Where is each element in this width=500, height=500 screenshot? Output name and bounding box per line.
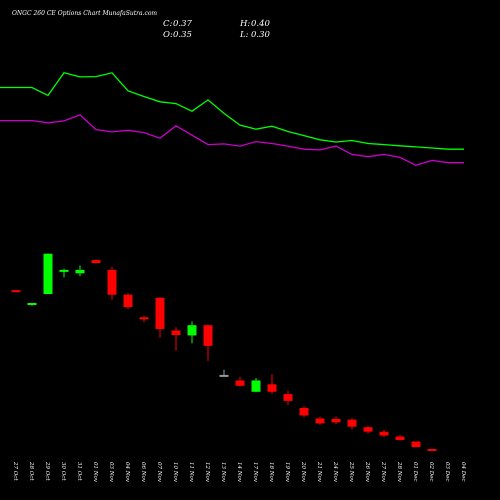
date-label: 27 Oct xyxy=(12,461,18,481)
date-label: 29 Oct xyxy=(44,461,50,481)
candle xyxy=(267,374,277,395)
low-value: 0.30 xyxy=(251,30,271,40)
date-label: 02 Dec xyxy=(428,462,434,482)
candle-body xyxy=(411,441,421,448)
candle xyxy=(123,293,133,309)
indicator-line-1 xyxy=(0,72,464,150)
date-label: 04 Dec xyxy=(460,462,466,482)
date-label: 03 Dec xyxy=(444,462,450,482)
date-label: 06 Nov xyxy=(140,462,146,483)
candle xyxy=(107,266,117,300)
candle xyxy=(347,418,357,430)
candle xyxy=(251,377,261,393)
candle xyxy=(43,253,53,294)
date-label: 04 Nov xyxy=(124,462,130,483)
date-label: 14 Nov xyxy=(236,462,242,483)
candle-body xyxy=(203,325,213,346)
candle-body xyxy=(331,418,341,423)
indicator-lines xyxy=(0,72,464,166)
date-label: 07 Nov xyxy=(156,462,162,483)
candle xyxy=(155,297,165,338)
candle xyxy=(171,327,181,351)
candle-body xyxy=(379,431,389,436)
date-axis: 27 Oct 28 Oct 29 Oct 30 Oct 31 Oct 01 Nov 03 N… xyxy=(12,461,466,483)
candle-body xyxy=(11,290,21,293)
open-label: O: xyxy=(163,30,173,40)
date-label: 01 Nov xyxy=(92,462,98,483)
candle xyxy=(363,426,373,434)
candle xyxy=(299,406,309,418)
candle-body xyxy=(251,380,261,392)
candle xyxy=(139,315,149,323)
candle-body xyxy=(107,269,117,295)
candle-body xyxy=(235,380,245,386)
candle-body xyxy=(283,394,293,401)
candle-body xyxy=(267,384,277,392)
candle-body xyxy=(363,427,373,432)
candle-body xyxy=(27,303,37,305)
low-label: L: xyxy=(239,30,249,40)
candle-body xyxy=(315,418,325,424)
date-label: 10 Nov xyxy=(172,462,178,483)
candle-body xyxy=(155,297,165,329)
candle xyxy=(411,441,421,448)
candle xyxy=(91,260,101,264)
date-label: 28 Nov xyxy=(396,461,402,483)
candle-body xyxy=(59,269,69,272)
date-label: 12 Nov xyxy=(204,462,210,483)
candle-body xyxy=(91,260,101,264)
date-label: 13 Nov xyxy=(220,462,226,483)
candle-body xyxy=(139,317,149,320)
candle xyxy=(27,303,37,306)
date-label: 11 Nov xyxy=(188,462,194,483)
date-label: 28 Oct xyxy=(28,461,34,481)
candle xyxy=(379,429,389,438)
candle-body xyxy=(43,253,53,294)
date-label: 24 Nov xyxy=(332,461,338,483)
date-label: 26 Nov xyxy=(364,461,370,483)
candle xyxy=(283,390,293,405)
candle xyxy=(59,268,69,278)
chart-title: ONGC 260 CE Options Chart MunafaSutra.co… xyxy=(12,10,157,17)
date-label: 17 Nov xyxy=(252,462,258,483)
candle-body xyxy=(123,294,133,308)
date-label: 27 Nov xyxy=(380,461,386,483)
date-label: 30 Oct xyxy=(60,462,66,481)
date-label: 31 Oct xyxy=(76,462,82,481)
candle xyxy=(235,376,245,387)
date-label: 21 Nov xyxy=(316,461,322,483)
candle-body xyxy=(171,330,181,335)
date-label: 18 Nov xyxy=(268,462,274,483)
candle xyxy=(203,325,213,361)
candle xyxy=(395,434,405,441)
candle xyxy=(75,265,85,277)
open-value: 0.35 xyxy=(173,30,192,40)
candle-body xyxy=(75,269,85,274)
close-value: 0.37 xyxy=(173,19,193,29)
high-label: H: xyxy=(239,19,250,29)
high-value: 0.40 xyxy=(251,19,271,29)
candles xyxy=(11,253,437,451)
candle-body xyxy=(187,325,197,336)
date-label: 25 Nov xyxy=(348,461,354,483)
candle xyxy=(219,369,229,377)
candle xyxy=(187,321,197,344)
candle xyxy=(427,449,437,451)
indicator-line-2 xyxy=(0,114,464,166)
candle-body xyxy=(427,449,437,451)
candle-body xyxy=(219,374,229,377)
date-label: 01 Dec xyxy=(412,462,418,482)
date-label: 03 Nov xyxy=(108,462,114,483)
candle xyxy=(331,416,341,425)
candle-body xyxy=(347,419,357,427)
date-label: 20 Nov xyxy=(300,461,306,483)
close-label: C: xyxy=(163,19,173,29)
date-label: 19 Nov xyxy=(284,462,290,483)
candle xyxy=(315,416,325,425)
candle-body xyxy=(299,408,309,416)
candle-body xyxy=(395,436,405,440)
candle xyxy=(11,290,21,293)
